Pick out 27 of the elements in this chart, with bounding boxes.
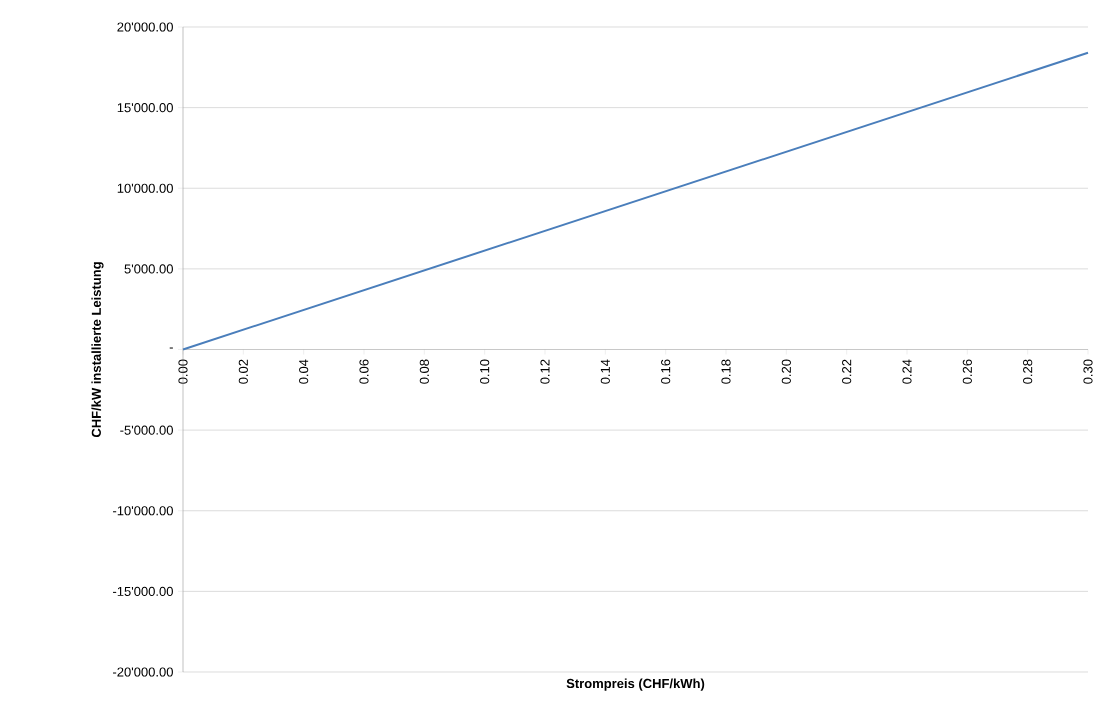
x-tick-label: 0.24 [902, 359, 912, 384]
y-tick-label: -5'000.00 [120, 425, 173, 435]
x-tick-label: 0.14 [600, 359, 610, 384]
x-tick-label: 0.22 [842, 359, 852, 384]
y-tick-label: 10'000.00 [117, 183, 173, 193]
x-tick-label: 0.00 [178, 359, 188, 384]
y-tick-label: 5'000.00 [124, 264, 173, 274]
x-tick-label: 0.28 [1023, 359, 1033, 384]
y-tick-label: 20'000.00 [117, 22, 173, 32]
y-tick-label: 15'000.00 [117, 103, 173, 113]
x-tick-label: 0.18 [721, 359, 731, 384]
x-tick-label: 0.16 [661, 359, 671, 384]
x-tick-label: 0.02 [238, 359, 248, 384]
x-axis-title: Strompreis (CHF/kWh) [566, 678, 705, 691]
x-tick-label: 0.10 [480, 359, 490, 384]
x-tick-label: 0.06 [359, 359, 369, 384]
x-tick-label: 0.30 [1083, 359, 1093, 384]
x-tick-label: 0.08 [419, 359, 429, 384]
y-axis-title: CHF/kW installierte Leistung [91, 262, 104, 438]
y-tick-label: -20'000.00 [113, 667, 173, 677]
x-tick-label: 0.12 [540, 359, 550, 384]
x-tick-label: 0.20 [781, 359, 791, 384]
y-tick-label: -15'000.00 [113, 586, 173, 596]
x-tick-label: 0.26 [962, 359, 972, 384]
y-tick-label: - [169, 347, 173, 349]
x-tick-label: 0.04 [299, 359, 309, 384]
y-tick-label: -10'000.00 [113, 506, 173, 516]
